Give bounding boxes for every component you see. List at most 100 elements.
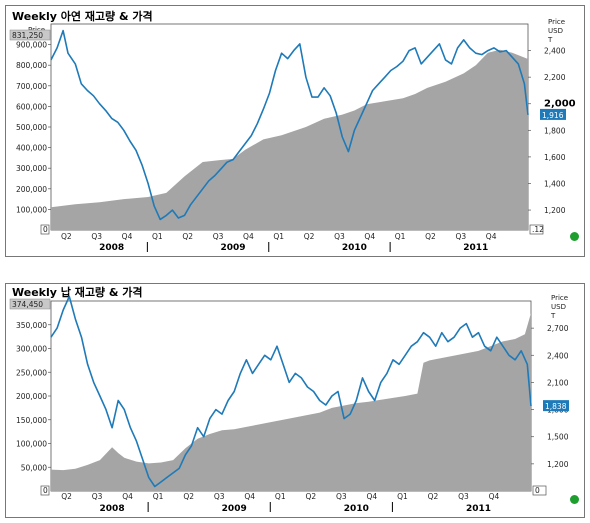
right-value-badge-text: 1,916 bbox=[542, 111, 564, 120]
x-tick-label: Q1 bbox=[275, 492, 286, 501]
right-tick-label: 2,700 bbox=[547, 324, 569, 333]
year-label: 2010 bbox=[342, 243, 367, 253]
x-tick-label: Q2 bbox=[425, 232, 436, 241]
price-line-series bbox=[50, 29, 529, 221]
chart-title: Weekly 아연 재고량 & 가격 bbox=[12, 9, 153, 23]
right-value-badge bbox=[540, 108, 566, 120]
x-tick-label: Q3 bbox=[336, 492, 347, 501]
year-label: 2011 bbox=[466, 504, 491, 514]
zinc-chart: Weekly 아연 재고량 & 가격PricePriceUSDT100,0002… bbox=[9, 9, 576, 253]
year-label: 2008 bbox=[99, 243, 124, 253]
right-corner-box bbox=[529, 224, 544, 235]
left-tick-label: 350,000 bbox=[16, 321, 47, 330]
x-tick-label: Q1 bbox=[273, 232, 284, 241]
left-tick-label: 100,000 bbox=[16, 205, 47, 214]
right-tick-label: 2,000 bbox=[544, 99, 576, 110]
right-tick-label: 2,400 bbox=[544, 47, 566, 56]
left-tick-label: 150,000 bbox=[16, 416, 47, 425]
x-tick-label: Q3 bbox=[91, 232, 102, 241]
x-tick-label: Q3 bbox=[213, 232, 224, 241]
right-tick-label: 1,800 bbox=[544, 126, 566, 135]
x-tick-label: Q4 bbox=[122, 232, 133, 241]
right-tick-label: 2,400 bbox=[547, 351, 569, 360]
right-corner-label: .12 bbox=[532, 225, 544, 234]
left-tick-label: 800,000 bbox=[16, 61, 47, 70]
year-label: 2009 bbox=[221, 243, 246, 253]
right-tick-label: 2,100 bbox=[547, 378, 569, 387]
x-tick-label: Q3 bbox=[455, 232, 466, 241]
x-tick-label: Q4 bbox=[122, 492, 133, 501]
right-corner-box bbox=[532, 485, 547, 496]
right-tick-label: 1,500 bbox=[547, 433, 569, 442]
inventory-area-series bbox=[51, 313, 531, 491]
left-value-badge-text: 374,450 bbox=[12, 300, 43, 309]
x-tick-label: Q1 bbox=[152, 232, 163, 241]
left-tick-label: 900,000 bbox=[16, 41, 47, 50]
x-tick-label: Q4 bbox=[489, 492, 500, 501]
left-corner-box bbox=[40, 485, 50, 496]
x-tick-label: Q2 bbox=[428, 492, 439, 501]
left-value-badge bbox=[9, 298, 51, 310]
right-tick-label: 1,400 bbox=[544, 179, 566, 188]
x-tick-label: Q2 bbox=[304, 232, 315, 241]
inventory-area-series bbox=[51, 49, 528, 230]
right-axis-label: T bbox=[547, 36, 553, 44]
left-value-badge-text: 831,250 bbox=[12, 31, 43, 40]
x-tick-label: Q3 bbox=[214, 492, 225, 501]
lead-chart: Weekly 납 재고량 & 가격PricePriceUSDT50,000100… bbox=[9, 285, 569, 514]
x-tick-label: Q3 bbox=[334, 232, 345, 241]
x-tick-label: Q4 bbox=[364, 232, 375, 241]
right-axis-label: T bbox=[550, 312, 556, 320]
right-tick-label: 2,200 bbox=[544, 73, 566, 82]
right-axis-label: USD bbox=[548, 27, 563, 35]
left-corner-box bbox=[40, 224, 50, 235]
right-corner-label: 0 bbox=[535, 486, 540, 495]
chart-title: Weekly 납 재고량 & 가격 bbox=[12, 285, 143, 299]
left-tick-label: 500,000 bbox=[16, 123, 47, 132]
left-tick-label: 400,000 bbox=[16, 144, 47, 153]
x-tick-label: Q4 bbox=[486, 232, 497, 241]
year-label: 2011 bbox=[463, 243, 488, 253]
right-value-badge bbox=[543, 400, 569, 412]
left-tick-label: 200,000 bbox=[16, 185, 47, 194]
x-tick-label: Q2 bbox=[183, 492, 194, 501]
year-label: 2009 bbox=[222, 504, 247, 514]
right-tick-label: 1,200 bbox=[544, 206, 566, 215]
left-value-badge bbox=[9, 29, 51, 41]
right-tick-label: 1,600 bbox=[544, 153, 566, 162]
right-axis-label: USD bbox=[551, 303, 566, 311]
right-value-badge-text: 1,838 bbox=[545, 402, 567, 411]
left-tick-label: 300,000 bbox=[16, 345, 47, 354]
left-tick-label: 50,000 bbox=[21, 463, 47, 472]
left-corner-label: 0 bbox=[43, 486, 48, 495]
left-tick-label: 250,000 bbox=[16, 368, 47, 377]
lead-chart-panel: Weekly 납 재고량 & 가격PricePriceUSDT50,000100… bbox=[5, 283, 585, 518]
right-axis-label: Price bbox=[548, 18, 565, 26]
price-line-series bbox=[50, 295, 532, 488]
x-tick-label: Q2 bbox=[61, 492, 72, 501]
left-tick-label: 300,000 bbox=[16, 164, 47, 173]
left-tick-label: 600,000 bbox=[16, 102, 47, 111]
x-tick-label: Q4 bbox=[244, 492, 255, 501]
x-tick-label: Q1 bbox=[153, 492, 164, 501]
x-tick-label: Q3 bbox=[92, 492, 103, 501]
status-dot-icon bbox=[570, 495, 579, 504]
left-tick-label: 200,000 bbox=[16, 392, 47, 401]
status-dot-icon bbox=[570, 232, 579, 241]
year-label: 2008 bbox=[100, 504, 125, 514]
left-corner-label: 0 bbox=[43, 225, 48, 234]
x-tick-label: Q2 bbox=[61, 232, 72, 241]
x-tick-label: Q1 bbox=[395, 232, 406, 241]
left-tick-label: 100,000 bbox=[16, 440, 47, 449]
right-tick-label: 1,200 bbox=[547, 460, 569, 469]
x-tick-label: Q3 bbox=[458, 492, 469, 501]
year-label: 2010 bbox=[344, 504, 369, 514]
x-tick-label: Q2 bbox=[182, 232, 193, 241]
x-tick-label: Q4 bbox=[367, 492, 378, 501]
x-tick-label: Q1 bbox=[397, 492, 408, 501]
x-tick-label: Q2 bbox=[305, 492, 316, 501]
x-tick-label: Q4 bbox=[243, 232, 254, 241]
zinc-chart-panel: Weekly 아연 재고량 & 가격PricePriceUSDT100,0002… bbox=[5, 5, 585, 257]
right-axis-label: Price bbox=[551, 294, 568, 302]
left-tick-label: 700,000 bbox=[16, 82, 47, 91]
